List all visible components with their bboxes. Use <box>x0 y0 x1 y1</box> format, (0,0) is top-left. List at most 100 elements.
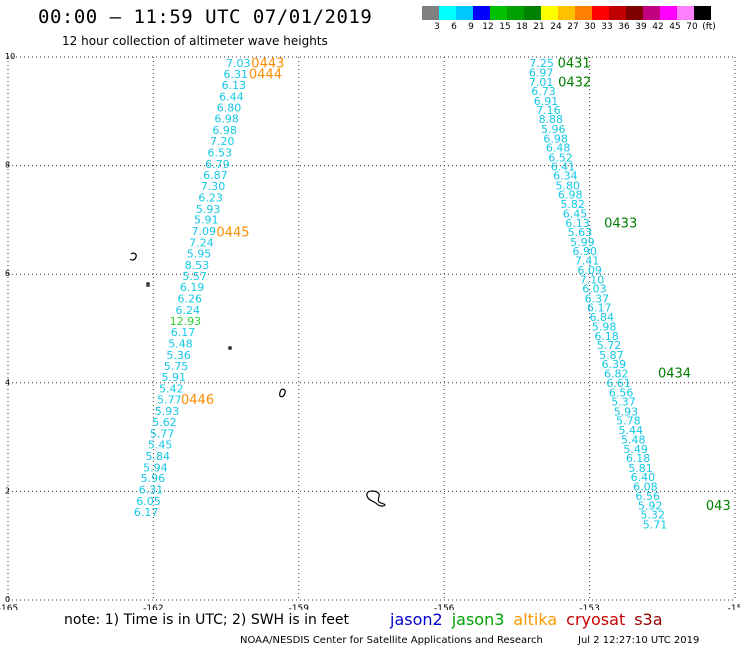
footer-note: note: 1) Time is in UTC; 2) SWH is in fe… <box>64 612 350 628</box>
wave-height-value: 6.34 <box>553 170 578 183</box>
satellite-cryosat: cryosat <box>566 610 626 629</box>
x-tick-label: -156 <box>434 604 455 610</box>
wave-height-value: 6.17 <box>171 326 196 339</box>
wave-height-value: 5.42 <box>159 383 184 396</box>
wave-height-value: 7.01 <box>529 76 554 89</box>
y-tick-label: 8 <box>5 161 10 170</box>
wave-height-value: 7.03 <box>226 57 251 70</box>
wave-height-value: 7.16 <box>536 104 561 117</box>
wave-height-value: 6.56 <box>609 386 634 399</box>
wave-height-value: 5.80 <box>556 179 581 192</box>
wave-height-value: 6.98 <box>543 132 568 145</box>
wave-height-value: 7.20 <box>210 135 235 148</box>
y-tick-label: 6 <box>5 269 10 278</box>
wave-height-map: -165-162-159-156-153-1502468107.036.316.… <box>0 52 740 610</box>
wave-height-value: 6.03 <box>582 283 607 296</box>
wave-height-value: 5.98 <box>592 321 617 334</box>
wave-height-value: 5.94 <box>143 461 168 474</box>
wave-height-value: 5.78 <box>616 415 641 428</box>
wave-height-value: 5.32 <box>640 509 665 522</box>
wave-height-value: 6.98 <box>214 113 239 126</box>
legend-label: 70 <box>686 22 698 32</box>
legend-swatch <box>524 6 541 20</box>
wave-height-value: 8.88 <box>539 113 564 126</box>
wave-height-value: 7.30 <box>201 180 226 193</box>
x-tick-label: -162 <box>143 604 163 610</box>
wave-height-value: 6.17 <box>134 506 159 519</box>
wave-height-value: 6.73 <box>531 85 556 98</box>
wave-height-value: 6.84 <box>589 311 614 324</box>
wave-height-value: 5.95 <box>187 247 212 260</box>
y-tick-label: 4 <box>5 378 10 387</box>
wave-height-value: 5.96 <box>141 472 166 485</box>
wave-height-value: 6.09 <box>577 264 602 277</box>
wave-height-value: 6.13 <box>222 79 247 92</box>
wave-height-value: 6.39 <box>602 358 627 371</box>
wave-height-value: 5.48 <box>168 338 193 351</box>
y-tick-label: 10 <box>5 52 15 61</box>
wave-height-value: 6.82 <box>604 367 629 380</box>
wave-height-value: 5.49 <box>623 443 648 456</box>
pass-time-label: 0432 <box>558 75 591 90</box>
color-legend <box>422 6 711 20</box>
wave-height-value: 6.45 <box>563 208 588 221</box>
wave-height-value: 6.13 <box>565 217 590 230</box>
wave-height-value: 6.97 <box>529 67 554 80</box>
legend-swatch <box>660 6 677 20</box>
wave-height-value: 6.48 <box>546 141 571 154</box>
legend-swatch <box>490 6 507 20</box>
wave-height-value: 6.98 <box>558 189 583 202</box>
wave-height-value: 8.53 <box>185 259 210 272</box>
pass-time-label: 043 <box>706 499 731 514</box>
legend-label: 33 <box>601 22 613 32</box>
island-icon <box>129 252 137 261</box>
wave-height-value: 7.25 <box>529 57 554 70</box>
satellite-s3a: s3a <box>634 610 663 629</box>
wave-height-value: 12.93 <box>170 315 202 328</box>
legend-label: 12 <box>482 22 494 32</box>
legend-label: 18 <box>516 22 528 32</box>
wave-height-value: 5.82 <box>560 198 585 211</box>
legend-label: 3 <box>434 22 440 32</box>
legend-label: 42 <box>652 22 664 32</box>
generation-timestamp: Jul 2 12:27:10 UTC 2019 <box>578 635 700 646</box>
x-tick-label: -153 <box>579 604 599 610</box>
legend-swatch <box>456 6 473 20</box>
wave-height-value: 6.40 <box>631 471 656 484</box>
wave-height-value: 6.80 <box>217 101 242 114</box>
pass-time-label: 0443 <box>251 56 284 71</box>
legend-label: 6 <box>451 22 457 32</box>
legend-label: 27 <box>567 22 579 32</box>
y-tick-label: 2 <box>5 486 10 495</box>
wave-height-value: 6.44 <box>219 90 244 103</box>
wave-height-value: 5.91 <box>162 371 187 384</box>
satellite-altika: altika <box>513 610 558 629</box>
legend-label: 30 <box>584 22 596 32</box>
wave-height-value: 5.93 <box>155 405 180 418</box>
satellite-legend: jason2 jason3 altika cryosat s3a <box>390 610 672 629</box>
wave-height-value: 5.87 <box>599 349 624 362</box>
legend-label: 39 <box>635 22 647 32</box>
wave-height-value: 6.31 <box>139 484 164 497</box>
wave-height-value: 5.93 <box>614 405 639 418</box>
wave-height-value: 6.37 <box>585 292 610 305</box>
wave-height-value: 7.10 <box>580 273 605 286</box>
wave-height-value: 5.84 <box>146 450 171 463</box>
wave-height-value: 5.48 <box>621 434 646 447</box>
wave-height-value: 6.18 <box>594 330 619 343</box>
wave-height-value: 5.62 <box>152 416 177 429</box>
legend-label: 36 <box>618 22 630 32</box>
x-tick-label: -165 <box>0 604 18 610</box>
wave-height-value: 6.31 <box>224 68 249 81</box>
wave-height-value: 6.53 <box>208 146 233 159</box>
wave-height-value: 6.08 <box>633 480 658 493</box>
legend-label: 24 <box>550 22 562 32</box>
island-icon <box>146 282 150 287</box>
wave-height-value: 5.75 <box>164 360 189 373</box>
wave-height-value: 5.57 <box>182 270 207 283</box>
wave-height-value: 7.24 <box>189 237 214 250</box>
legend-swatch <box>677 6 694 20</box>
wave-height-value: 5.36 <box>166 349 191 362</box>
wave-height-value: 6.17 <box>587 302 612 315</box>
legend-label: 9 <box>468 22 474 32</box>
